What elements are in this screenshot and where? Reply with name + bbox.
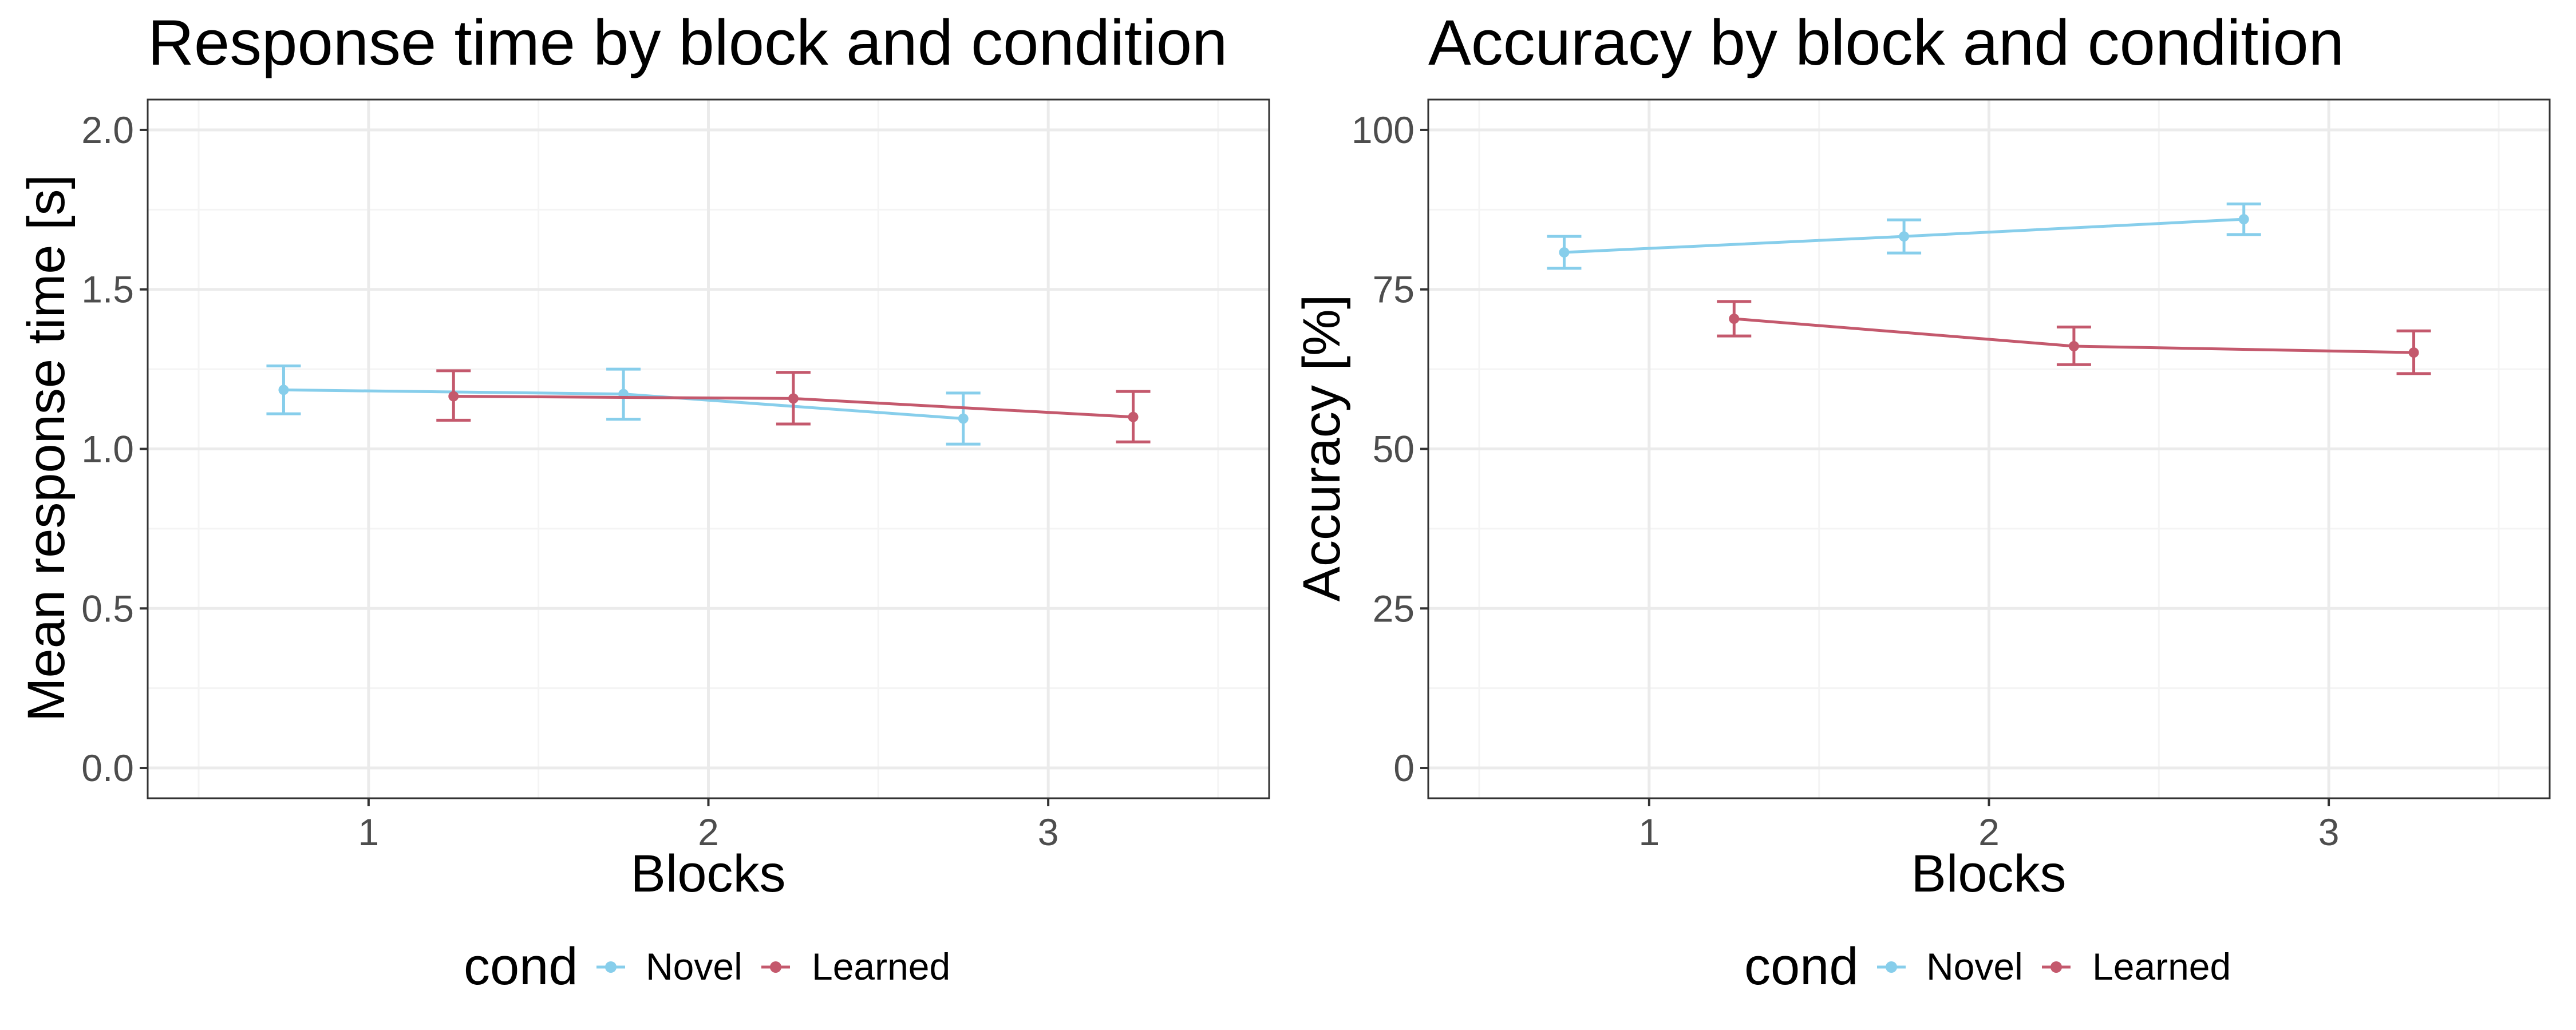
data-point <box>1729 314 1740 324</box>
legend-label-novel: Novel <box>646 945 742 988</box>
chart-panel-response-time: Response time by block and condition 1 2 3… <box>17 7 1270 996</box>
chart-title: Response time by block and condition <box>148 7 1227 78</box>
x-axis-label: Blocks <box>631 845 786 903</box>
y-tick-label: 1.0 <box>81 428 134 470</box>
legend: cond Novel Learned <box>1744 937 2231 996</box>
series-novel <box>1547 202 2261 270</box>
y-tick-label: 75 <box>1373 268 1415 311</box>
y-tick-label: 50 <box>1373 428 1415 470</box>
x-axis-label: Blocks <box>1911 845 2067 903</box>
series-novel <box>266 365 981 446</box>
data-point <box>1128 411 1139 422</box>
data-point <box>788 393 799 404</box>
y-tick-label: 2.0 <box>81 109 134 151</box>
data-point <box>1559 247 1570 258</box>
x-tick-label: 3 <box>1038 811 1059 853</box>
y-tick-label: 0 <box>1393 747 1415 789</box>
legend-key-novel <box>1877 961 1906 973</box>
data-point <box>1899 231 1910 242</box>
data-point <box>958 413 969 424</box>
legend-label-learned: Learned <box>812 945 950 988</box>
y-tick-label: 25 <box>1373 587 1415 629</box>
chart-title: Accuracy by block and condition <box>1428 7 2344 78</box>
chart-panel-accuracy: Accuracy by block and condition 1 2 3 0 25 50… <box>1293 7 2551 996</box>
y-tick-label: 1.5 <box>81 268 134 311</box>
legend-key-point <box>770 961 781 973</box>
legend-key-point <box>2050 961 2062 973</box>
legend-title: cond <box>1744 937 1859 996</box>
data-point <box>2408 347 2419 358</box>
legend-title: cond <box>464 937 578 996</box>
legend-key-learned <box>761 961 790 973</box>
y-tick-label: 0.0 <box>81 747 134 789</box>
x-tick-label: 1 <box>358 811 380 853</box>
legend-key-point <box>605 961 617 973</box>
data-point <box>278 385 289 395</box>
y-axis-label: Mean response time [s] <box>17 175 76 722</box>
legend-label-learned: Learned <box>2092 945 2231 988</box>
legend-key-learned <box>2042 961 2071 973</box>
series-learned <box>1717 300 2431 375</box>
legend-label-novel: Novel <box>1926 945 2023 988</box>
data-point <box>2068 340 2079 351</box>
series-learned <box>436 369 1151 443</box>
x-tick-label: 2 <box>698 811 719 853</box>
x-tick-label: 2 <box>1978 811 2000 853</box>
x-tick-label: 1 <box>1639 811 1660 853</box>
y-tick-label: 0.5 <box>81 587 134 629</box>
legend: cond Novel Learned <box>464 937 950 996</box>
data-point <box>2238 214 2249 225</box>
y-tick-label: 100 <box>1352 109 1415 151</box>
legend-key-novel <box>596 961 625 973</box>
legend-key-point <box>1886 961 1897 973</box>
y-axis-label: Accuracy [%] <box>1293 295 1351 602</box>
x-tick-label: 3 <box>2318 811 2340 853</box>
data-point <box>448 391 459 402</box>
